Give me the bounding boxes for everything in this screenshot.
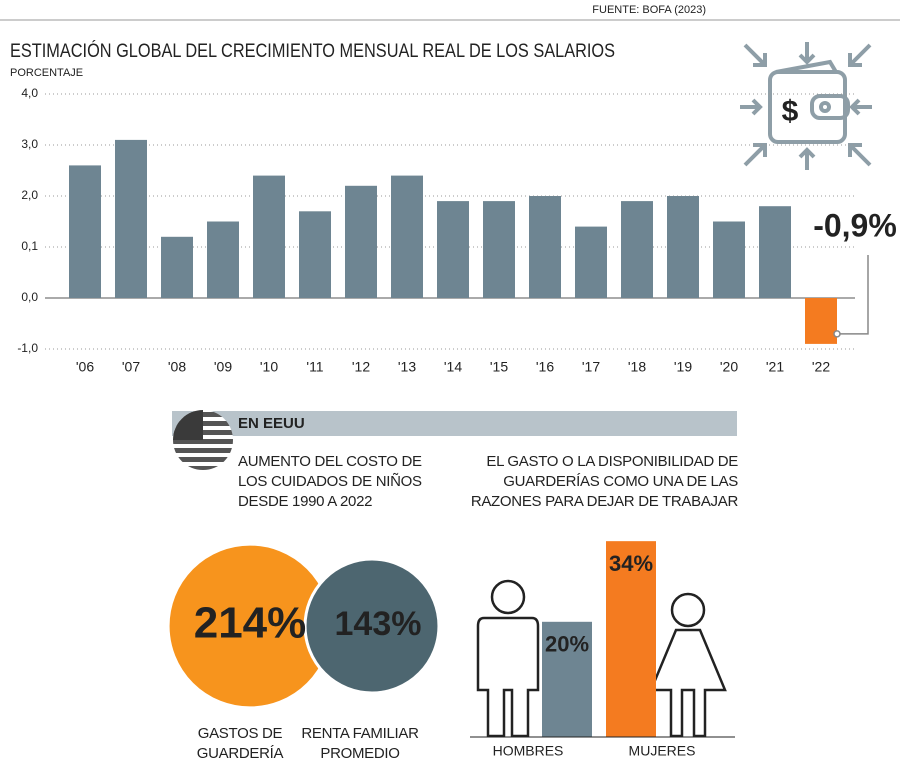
chart-title: ESTIMACIÓN GLOBAL DEL CRECIMIENTO MENSUA… bbox=[10, 40, 615, 62]
y-tick-label: 4,0 bbox=[21, 86, 38, 100]
bar bbox=[805, 298, 837, 344]
x-tick-label: '15 bbox=[490, 359, 508, 375]
bar bbox=[437, 201, 469, 298]
annotation-connector bbox=[837, 255, 869, 335]
bar bbox=[542, 621, 592, 737]
bar bbox=[391, 175, 423, 298]
category-label: GASTOS DE GUARDERÍA bbox=[196, 725, 284, 762]
x-tick-label: '12 bbox=[352, 359, 370, 375]
x-tick-label: '14 bbox=[444, 359, 462, 375]
bar bbox=[299, 211, 331, 298]
y-tick-label: 0,0 bbox=[21, 290, 38, 304]
section-label: EN EEUU bbox=[238, 415, 305, 432]
value-label: 34% bbox=[609, 551, 653, 576]
man-icon bbox=[476, 579, 540, 738]
category-label: MUJERES bbox=[629, 743, 696, 759]
x-tick-label: '19 bbox=[674, 359, 692, 375]
bar bbox=[345, 185, 377, 298]
bar bbox=[253, 175, 285, 298]
y-tick-label: -1,0 bbox=[17, 341, 38, 355]
bar bbox=[529, 196, 561, 298]
bar bbox=[759, 206, 791, 298]
x-tick-label: '16 bbox=[536, 359, 554, 375]
x-tick-label: '22 bbox=[812, 359, 830, 375]
bar bbox=[115, 139, 147, 298]
bar bbox=[207, 221, 239, 298]
value-label: 20% bbox=[545, 632, 589, 657]
value-label: -0,9% bbox=[813, 207, 897, 243]
category-label: RENTA FAMILIAR PROMEDIO bbox=[301, 725, 419, 762]
bar bbox=[69, 165, 101, 298]
x-tick-label: '17 bbox=[582, 359, 600, 375]
bar bbox=[606, 541, 656, 737]
x-tick-label: '07 bbox=[122, 359, 140, 375]
y-tick-label: 3,0 bbox=[21, 137, 38, 151]
wallet-icon: $ bbox=[740, 42, 872, 170]
y-tick-label: 0,1 bbox=[21, 239, 38, 253]
x-tick-label: '13 bbox=[398, 359, 416, 375]
x-tick-label: '09 bbox=[214, 359, 232, 375]
x-tick-label: '21 bbox=[766, 359, 784, 375]
category-label: HOMBRES bbox=[493, 743, 564, 759]
annotation-dot bbox=[833, 330, 841, 338]
x-tick-label: '08 bbox=[168, 359, 186, 375]
source: FUENTE: BOFA (2023) bbox=[592, 4, 706, 16]
value-label: 214% bbox=[194, 599, 307, 648]
bar bbox=[161, 236, 193, 298]
subtitle-right: EL GASTO O LA DISPONIBILIDAD DE GUARDERÍ… bbox=[470, 453, 738, 510]
woman-icon bbox=[649, 592, 727, 738]
bar bbox=[621, 201, 653, 298]
us-flag-icon bbox=[173, 410, 233, 470]
bar bbox=[667, 196, 699, 298]
bar bbox=[713, 221, 745, 298]
svg-text:$: $ bbox=[782, 95, 799, 128]
y-tick-label: 2,0 bbox=[21, 188, 38, 202]
bar bbox=[483, 201, 515, 298]
x-tick-label: '10 bbox=[260, 359, 278, 375]
circle-mark bbox=[303, 557, 441, 695]
x-tick-label: '06 bbox=[76, 359, 94, 375]
y-axis-label: PORCENTAJE bbox=[10, 67, 83, 79]
x-tick-label: '18 bbox=[628, 359, 646, 375]
x-tick-label: '20 bbox=[720, 359, 738, 375]
subtitle-left: AUMENTO DEL COSTO DE LOS CUIDADOS DE NIÑ… bbox=[238, 453, 422, 510]
section-bar bbox=[172, 411, 737, 436]
x-tick-label: '11 bbox=[306, 359, 323, 375]
bar bbox=[575, 226, 607, 298]
value-label: 143% bbox=[335, 605, 422, 643]
